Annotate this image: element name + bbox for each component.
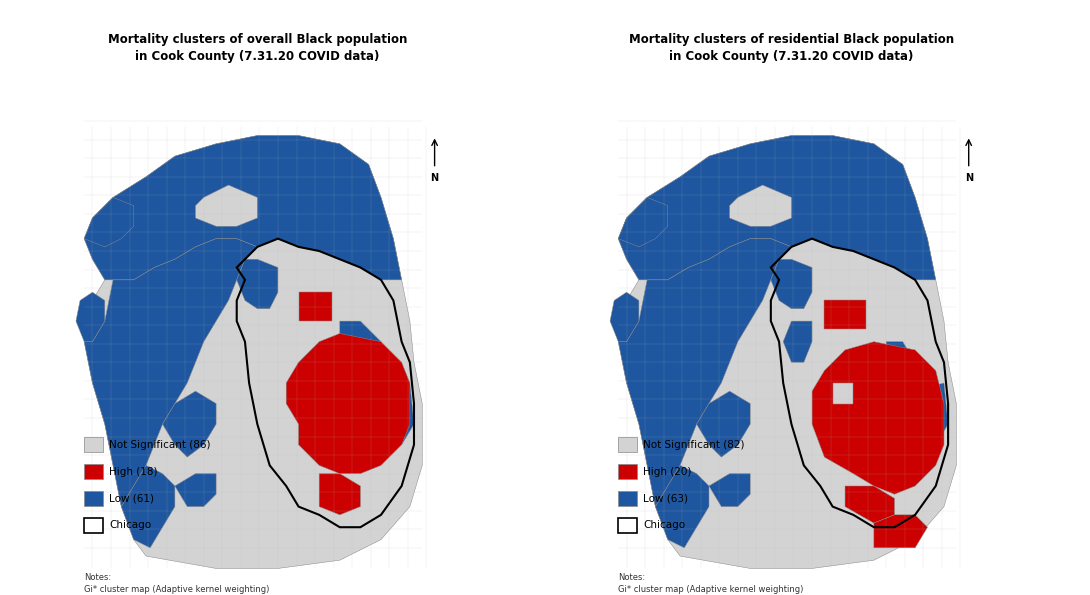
Bar xyxy=(618,491,637,506)
Bar xyxy=(84,464,102,479)
Polygon shape xyxy=(84,239,257,506)
Polygon shape xyxy=(195,185,257,226)
Polygon shape xyxy=(784,321,812,362)
Polygon shape xyxy=(84,136,422,568)
Text: Chicago: Chicago xyxy=(643,520,686,530)
Polygon shape xyxy=(162,391,216,457)
Text: Mortality clusters of overall Black population
in Cook County (7.31.20 COVID dat: Mortality clusters of overall Black popu… xyxy=(108,33,407,62)
Polygon shape xyxy=(121,465,174,548)
Polygon shape xyxy=(174,474,216,506)
Bar xyxy=(84,518,102,533)
Polygon shape xyxy=(655,465,709,548)
Polygon shape xyxy=(237,259,278,309)
Text: N: N xyxy=(431,173,438,183)
Polygon shape xyxy=(812,342,944,494)
Text: Low (63): Low (63) xyxy=(643,493,688,503)
Polygon shape xyxy=(845,486,895,523)
Polygon shape xyxy=(729,185,791,226)
Bar xyxy=(618,464,637,479)
Polygon shape xyxy=(886,342,916,383)
Polygon shape xyxy=(319,474,361,515)
Bar xyxy=(84,437,102,452)
Text: Notes:
Gi* cluster map (Adaptive kernel weighting)
Long-term care facilities inc: Notes: Gi* cluster map (Adaptive kernel … xyxy=(84,572,269,595)
Bar xyxy=(618,437,637,452)
Text: N: N xyxy=(965,173,972,183)
Polygon shape xyxy=(84,136,401,280)
Polygon shape xyxy=(833,383,853,403)
Polygon shape xyxy=(708,474,750,506)
Polygon shape xyxy=(895,383,948,445)
Text: Mortality clusters of residential Black population
in Cook County (7.31.20 COVID: Mortality clusters of residential Black … xyxy=(629,33,954,62)
Text: Not Significant (82): Not Significant (82) xyxy=(643,440,744,450)
Polygon shape xyxy=(84,198,134,247)
Text: Not Significant (86): Not Significant (86) xyxy=(109,440,210,450)
Bar xyxy=(618,518,637,533)
Polygon shape xyxy=(618,239,791,506)
Bar xyxy=(84,491,102,506)
Polygon shape xyxy=(618,136,935,280)
Polygon shape xyxy=(299,292,331,321)
Text: High (20): High (20) xyxy=(643,466,691,477)
Polygon shape xyxy=(361,383,414,445)
Polygon shape xyxy=(287,333,410,474)
Polygon shape xyxy=(697,391,750,457)
Polygon shape xyxy=(771,259,812,309)
Text: High (18): High (18) xyxy=(109,466,157,477)
Text: Notes:
Gi* cluster map (Adaptive kernel weighting)
Long-term care facilities not: Notes: Gi* cluster map (Adaptive kernel … xyxy=(618,572,803,595)
Text: Chicago: Chicago xyxy=(109,520,152,530)
Polygon shape xyxy=(618,136,956,568)
Polygon shape xyxy=(824,300,865,330)
Polygon shape xyxy=(610,292,639,342)
Text: Low (61): Low (61) xyxy=(109,493,154,503)
Polygon shape xyxy=(76,292,105,342)
Polygon shape xyxy=(874,515,928,548)
Polygon shape xyxy=(618,198,668,247)
Polygon shape xyxy=(340,321,381,362)
